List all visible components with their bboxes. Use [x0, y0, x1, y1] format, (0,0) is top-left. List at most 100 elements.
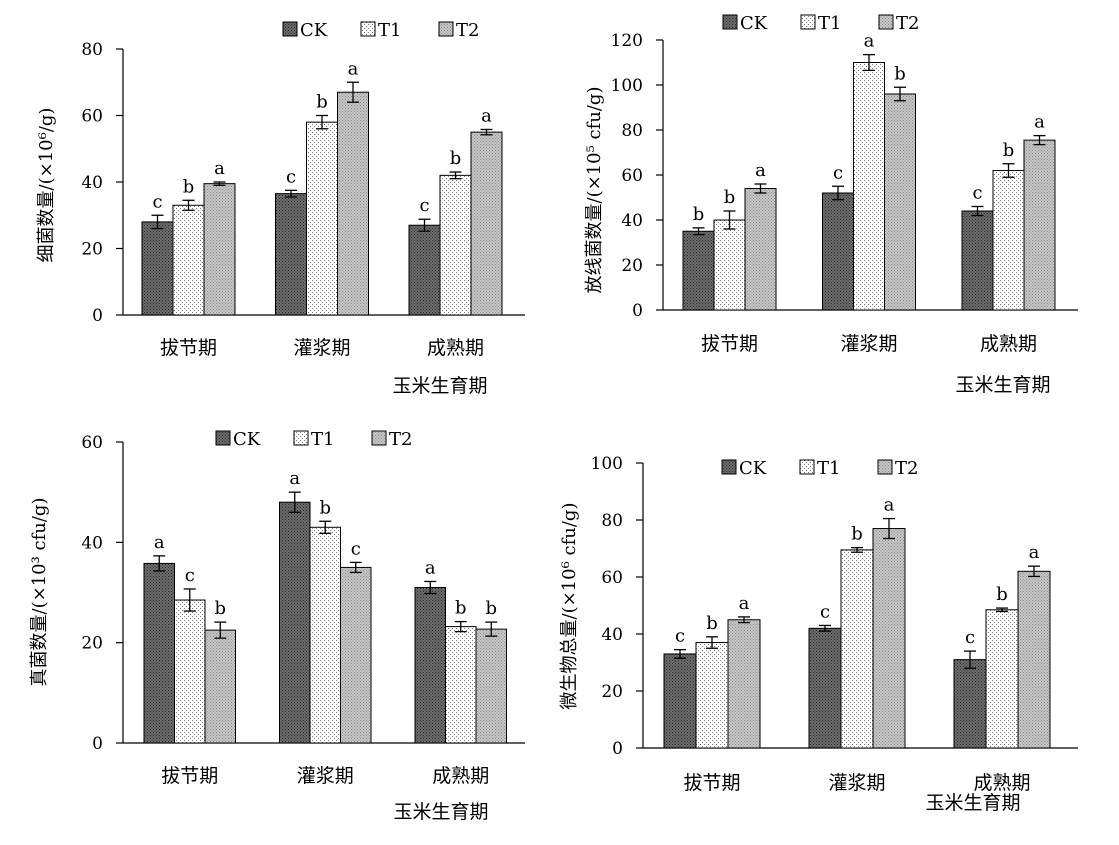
error-bar — [418, 218, 431, 232]
significance-letter: b — [450, 148, 462, 169]
significance-letter: b — [183, 176, 195, 197]
legend-label-t1: T1 — [311, 429, 334, 450]
bar-t1-2 — [853, 62, 885, 311]
category-label-2: 灌浆期 — [293, 337, 350, 359]
bar-ck-2 — [822, 192, 854, 311]
bar-t2-2 — [337, 91, 369, 316]
y-tick-label: 100 — [591, 454, 623, 474]
category-label-1: 拔节期 — [701, 333, 758, 355]
significance-letter: a — [1034, 112, 1045, 133]
legend-swatch-t2 — [878, 14, 894, 30]
significance-letter: b — [693, 204, 705, 225]
bar-t1-3 — [992, 170, 1025, 311]
significance-letter: b — [724, 187, 736, 208]
y-tick-label: 40 — [601, 625, 623, 645]
significance-letter: c — [351, 538, 361, 559]
x-axis-title: 玉米生育期 — [392, 375, 487, 397]
bar-ck-2 — [808, 627, 842, 749]
legend-label-ck: CK — [300, 20, 328, 41]
legend-swatch-t2 — [371, 430, 387, 446]
error-bar — [851, 546, 863, 553]
chart-panel-2: 0 20 40 60 80 100 120 放线菌数量/(×10⁵ cfu/g) 玉米生育期 CK… — [584, 13, 1078, 396]
legend-swatch-t1 — [799, 459, 815, 475]
bar-t2-1 — [727, 619, 761, 749]
bar-t1-3 — [985, 609, 1019, 749]
y-tick-label: 120 — [611, 31, 643, 51]
significance-letter: b — [706, 613, 718, 634]
y-tick-label: 60 — [81, 107, 103, 127]
category-label-1: 拔节期 — [160, 337, 217, 359]
bar-t1-3 — [439, 174, 472, 316]
bar-t2-3 — [1017, 570, 1051, 749]
error-bar — [692, 227, 705, 236]
legend-swatch-ck — [721, 459, 737, 475]
legend-swatch-ck — [215, 430, 231, 446]
legend-label-t2: T2 — [389, 429, 412, 450]
error-bar — [347, 81, 359, 103]
chart-panel-4: 0 20 40 60 80 100 微生物总量/(×10⁶ cfu/g) 玉米生育期 CK T1 T… — [559, 454, 1078, 814]
y-tick-label: 80 — [81, 40, 103, 60]
significance-letter: a — [425, 557, 436, 578]
error-bar — [316, 114, 328, 130]
significance-letter: b — [851, 524, 863, 545]
error-bar — [480, 128, 493, 136]
error-bar — [1002, 163, 1015, 178]
x-axis-title: 玉米生育期 — [925, 792, 1020, 814]
legend-label-t1: T1 — [818, 13, 841, 34]
y-tick-label: 0 — [92, 306, 103, 326]
x-axis-title: 玉米生育期 — [955, 374, 1050, 396]
error-bar — [183, 588, 196, 612]
category-label-1: 拔节期 — [683, 772, 740, 794]
bar-t1-1 — [174, 599, 206, 744]
bar-t1-2 — [306, 121, 338, 316]
significance-letter: a — [884, 495, 895, 516]
significance-letter: c — [419, 195, 429, 216]
y-tick-label: 20 — [621, 256, 643, 276]
error-bar — [883, 517, 895, 540]
significance-letter: a — [755, 160, 766, 181]
y-tick-label: 60 — [601, 568, 623, 588]
error-bar — [723, 210, 736, 230]
error-bar — [964, 650, 976, 669]
significance-letter: a — [154, 532, 165, 553]
y-tick-label: 0 — [612, 739, 623, 759]
significance-letter: b — [316, 92, 328, 113]
y-tick-label: 40 — [621, 211, 643, 231]
error-bar — [894, 86, 906, 102]
error-bar — [449, 171, 462, 180]
error-bar — [153, 555, 166, 572]
bar-ck-3 — [953, 659, 987, 749]
significance-letter: c — [185, 565, 195, 586]
x-axis-title: 玉米生育期 — [393, 801, 488, 823]
error-bar — [832, 185, 844, 201]
bar-t2-1 — [203, 183, 236, 316]
error-bar — [674, 649, 686, 659]
significance-letter: c — [286, 166, 296, 187]
bar-t2-2 — [872, 528, 906, 749]
significance-letter: b — [455, 598, 467, 619]
significance-letter: c — [833, 162, 843, 183]
category-label-1: 拔节期 — [161, 765, 218, 787]
bar-ck-1 — [663, 653, 697, 749]
significance-letter: c — [152, 191, 162, 212]
bar-ck-1 — [682, 230, 715, 311]
error-bar — [213, 181, 226, 186]
error-bar — [424, 580, 437, 595]
legend-label-t2: T2 — [456, 20, 479, 41]
bar-ck-3 — [414, 586, 446, 744]
legend-label-t2: T2 — [895, 458, 918, 479]
category-label-3: 成熟期 — [980, 333, 1037, 355]
legend-swatch-t2 — [438, 21, 454, 37]
error-bar — [971, 205, 984, 217]
significance-letter: b — [996, 584, 1008, 605]
y-tick-label: 80 — [601, 511, 623, 531]
legend-label-t1: T1 — [378, 20, 401, 41]
bar-ck-3 — [961, 210, 994, 311]
y-tick-label: 60 — [81, 433, 103, 453]
significance-letter: a — [864, 31, 875, 52]
category-label-3: 成熟期 — [973, 772, 1030, 794]
legend-label-ck: CK — [739, 458, 767, 479]
